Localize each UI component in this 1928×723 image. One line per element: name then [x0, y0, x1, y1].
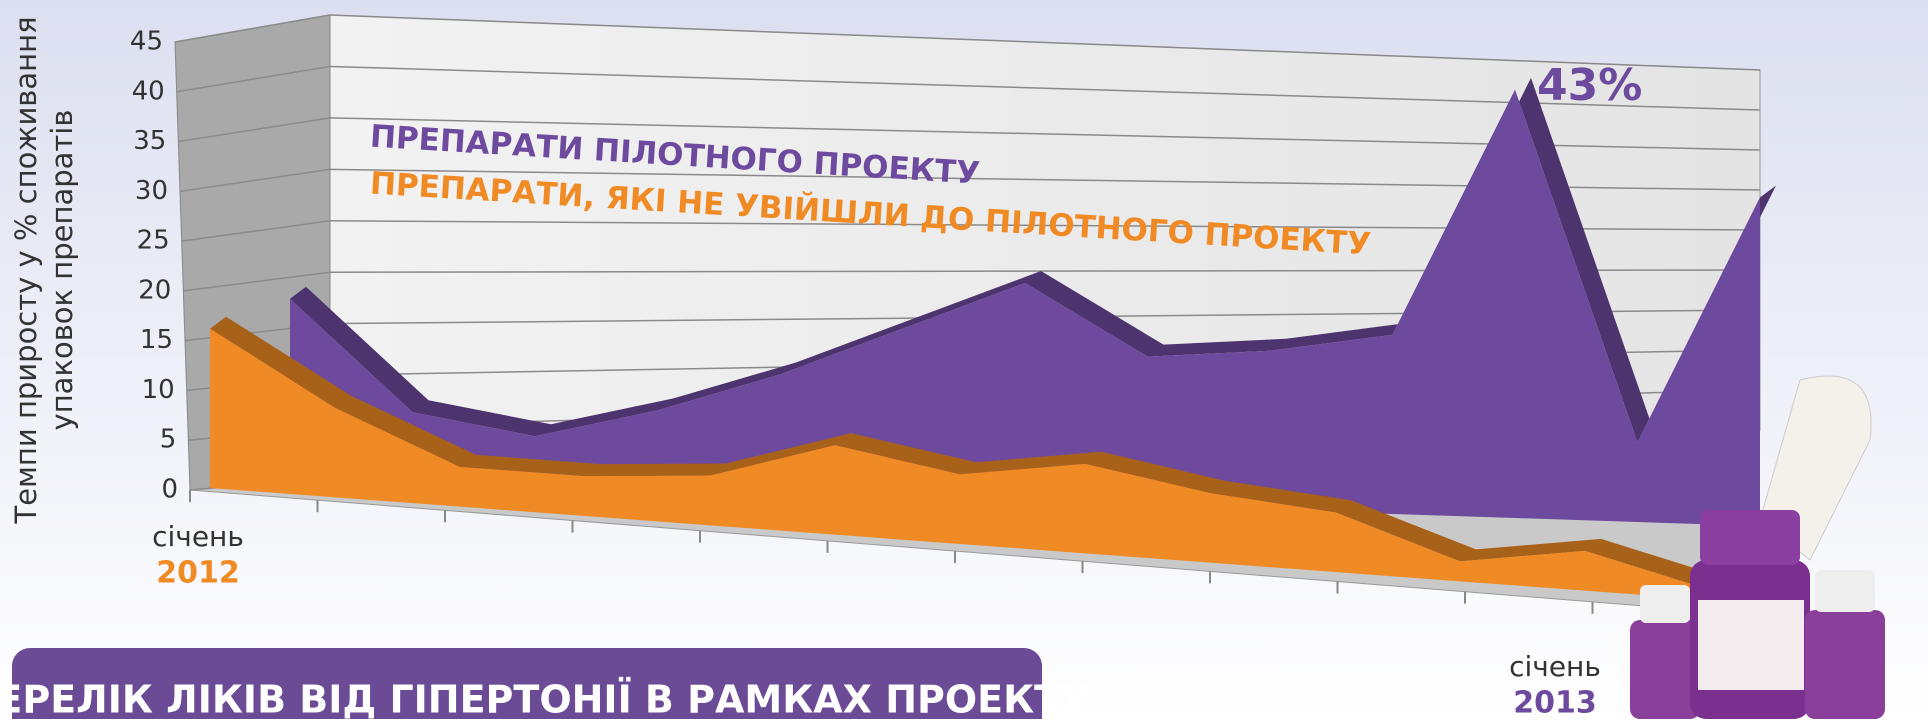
x-tick-year: 2013	[1513, 686, 1597, 720]
page: Темпи приросту у % споживання упаковок п…	[0, 0, 1928, 719]
y-axis-label: упаковок препаратів	[45, 110, 79, 431]
y-tick-label: 0	[161, 475, 178, 505]
y-tick-label: 35	[133, 126, 166, 156]
y-tick-label: 10	[142, 375, 175, 405]
x-tick-label: січень	[152, 520, 244, 553]
x-tick-label: січень	[1509, 650, 1601, 683]
x-tick-year: 2012	[156, 556, 240, 591]
y-axis-label: Темпи приросту у % споживання	[9, 16, 43, 524]
banner-title: ПЕРЕЛІК ЛІКІВ ВІД ГІПЕРТОНІЇ В РАМКАХ ПР…	[0, 678, 1089, 720]
chart: Темпи приросту у % споживання упаковок п…	[0, 0, 1928, 719]
y-tick-label: 15	[140, 325, 173, 355]
y-tick-label: 5	[160, 425, 177, 455]
y-tick-label: 40	[132, 76, 165, 106]
y-tick-label: 45	[130, 27, 163, 57]
y-tick-label: 25	[137, 226, 170, 256]
y-tick-label: 30	[135, 176, 168, 206]
value-label: 43%	[1537, 60, 1642, 111]
y-tick-label: 20	[138, 275, 171, 305]
